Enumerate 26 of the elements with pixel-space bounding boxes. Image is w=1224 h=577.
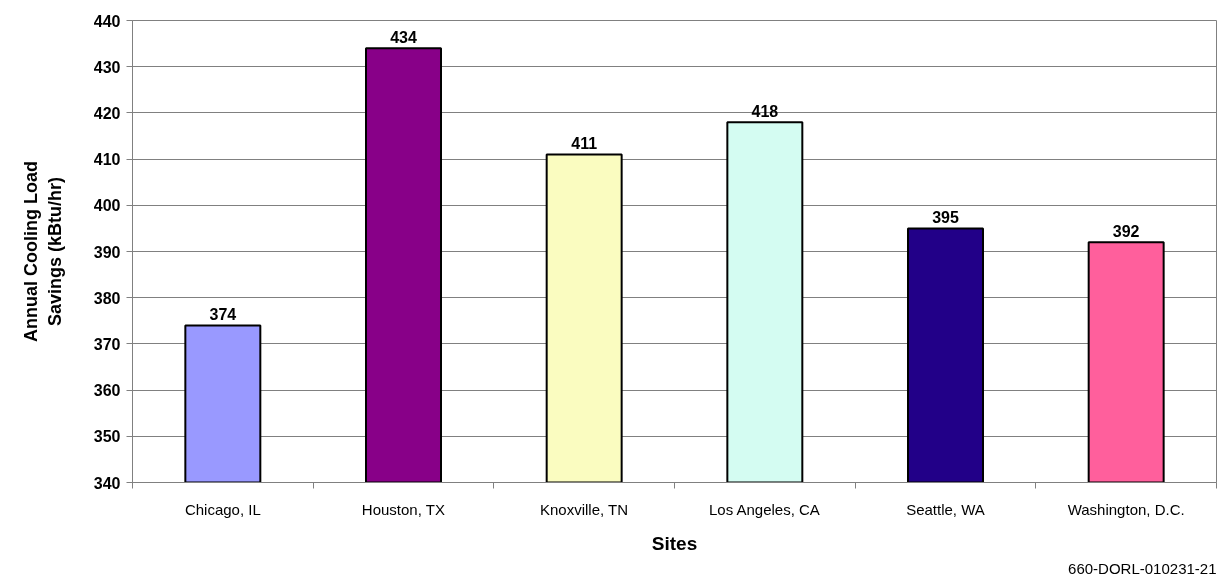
text: 660-DORL-010231-21 (1068, 559, 1217, 577)
y-tick-label: 360 (93, 382, 121, 400)
x-tick-label: Chicago, IL (184, 500, 261, 518)
x-axis-title: Sites (651, 532, 698, 554)
y-tick-label: 400 (93, 197, 121, 215)
data-label: 374 (209, 306, 237, 324)
y-tick-label: 440 (93, 12, 121, 30)
x-tick-label: Seattle, WA (906, 500, 985, 518)
data-label: 392 (1112, 223, 1140, 241)
x-tick-label: Houston, TX (361, 500, 445, 518)
data-label: 434 (390, 29, 417, 47)
data-label: 395 (932, 209, 959, 227)
y-axis-title: Annual Cooling Load Savings (kBtu/hr) (20, 161, 65, 342)
x-tick-label: Knoxville, TN (539, 500, 629, 518)
x-tick-label: Washington, D.C. (1067, 500, 1185, 518)
y-tick-label: 370 (93, 335, 121, 353)
data-label: 411 (571, 135, 598, 153)
y-tick-label: 380 (93, 289, 121, 307)
y-tick-label: 340 (93, 474, 121, 492)
y-tick-label: 410 (93, 151, 121, 169)
y-tick-label: 420 (93, 104, 121, 122)
y-tick-label: 430 (93, 58, 121, 76)
x-tick-label: Los Angeles, CA (708, 500, 820, 518)
data-label: 418 (751, 103, 779, 121)
y-tick-label: 350 (93, 428, 121, 446)
y-tick-label: 390 (93, 243, 121, 261)
